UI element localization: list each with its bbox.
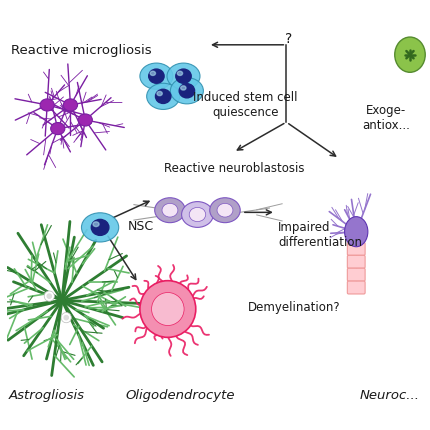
Ellipse shape	[209, 198, 240, 223]
Ellipse shape	[81, 213, 118, 243]
Ellipse shape	[217, 204, 232, 218]
FancyBboxPatch shape	[347, 282, 364, 294]
Ellipse shape	[181, 202, 213, 228]
Text: NSC: NSC	[127, 219, 154, 232]
Ellipse shape	[63, 100, 77, 112]
Ellipse shape	[155, 90, 170, 104]
Circle shape	[47, 294, 51, 298]
Ellipse shape	[150, 72, 155, 76]
Ellipse shape	[179, 84, 194, 98]
Circle shape	[61, 313, 71, 323]
Ellipse shape	[93, 222, 99, 227]
Ellipse shape	[157, 92, 162, 96]
Circle shape	[151, 293, 184, 326]
Ellipse shape	[162, 204, 178, 218]
Ellipse shape	[154, 198, 185, 223]
FancyBboxPatch shape	[347, 269, 364, 282]
Ellipse shape	[51, 123, 64, 135]
Circle shape	[44, 291, 54, 301]
Ellipse shape	[78, 115, 92, 127]
FancyBboxPatch shape	[347, 256, 364, 269]
Ellipse shape	[189, 208, 205, 222]
Ellipse shape	[146, 84, 179, 110]
Ellipse shape	[180, 86, 186, 91]
Text: Impaired
differentiation: Impaired differentiation	[277, 220, 361, 248]
Text: Oligodendrocyte: Oligodendrocyte	[126, 388, 235, 402]
Circle shape	[64, 316, 68, 320]
Text: ?: ?	[284, 31, 292, 46]
Text: Reactive microgliosis: Reactive microgliosis	[11, 43, 151, 56]
Text: Induced stem cell
quiescence: Induced stem cell quiescence	[193, 91, 297, 119]
Circle shape	[140, 281, 195, 338]
Ellipse shape	[91, 220, 109, 236]
Ellipse shape	[148, 70, 164, 84]
Text: Exoge-
antiox...: Exoge- antiox...	[361, 104, 409, 132]
Text: Demyelination?: Demyelination?	[248, 301, 340, 313]
Ellipse shape	[166, 64, 200, 90]
Ellipse shape	[394, 38, 424, 73]
FancyBboxPatch shape	[347, 243, 364, 256]
Ellipse shape	[170, 79, 203, 104]
Text: Reactive neuroblastosis: Reactive neuroblastosis	[163, 161, 304, 174]
Text: Astrogliosis: Astrogliosis	[9, 388, 85, 402]
Ellipse shape	[344, 217, 367, 247]
Ellipse shape	[140, 64, 172, 90]
Text: Neuroc...: Neuroc...	[359, 388, 419, 402]
Ellipse shape	[40, 100, 54, 112]
Ellipse shape	[177, 72, 182, 76]
Ellipse shape	[175, 70, 191, 84]
